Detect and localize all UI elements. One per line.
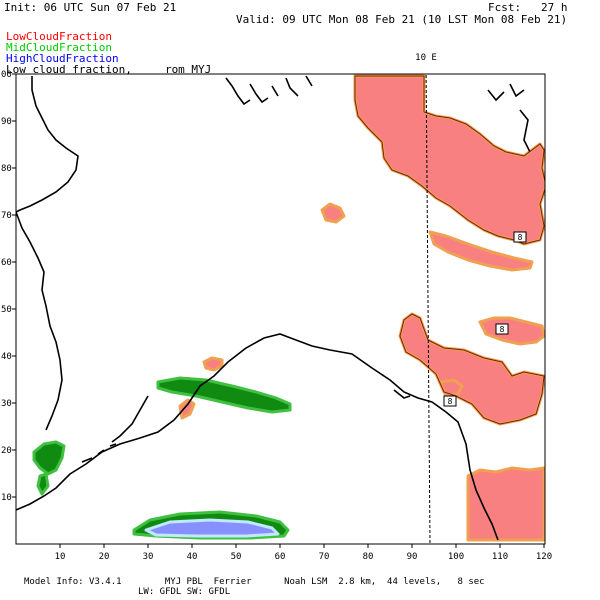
x-tick-label: 120	[536, 552, 552, 562]
y-tick-label: 40	[1, 352, 12, 362]
x-tick-label: 20	[99, 552, 110, 562]
x-tick-label: 110	[492, 552, 508, 562]
low-cloud-areas	[178, 74, 545, 542]
mid-cloud-band	[156, 376, 292, 414]
y-tick-label: 10	[1, 493, 12, 503]
contour-label-boxes: 8 8 8	[443, 231, 527, 407]
contour-box-1	[513, 231, 527, 243]
init-label: Init: 06 UTC Sun 07 Feb 21	[4, 1, 177, 14]
legend-mid-cloud: MidCloudFraction	[6, 41, 112, 54]
high-cloud-south-band	[144, 518, 280, 538]
forecast-hour-label: Fcst: 27 h	[488, 1, 568, 14]
western-coastline	[16, 211, 63, 431]
low-cloud-fragment	[438, 378, 464, 398]
x-tick-label: 80	[363, 552, 374, 562]
model-info-line: Model Info: V3.4.1 MYJ PBL Ferrier Noah …	[24, 577, 485, 587]
x-tick-label: 90	[407, 552, 418, 562]
inner-bay-coastline	[111, 395, 149, 443]
meridian-line	[425, 74, 431, 544]
coastlines	[16, 75, 531, 541]
y-tick-label: 50	[1, 305, 12, 315]
legend-note: Low cloud fraction, rom MYJ	[6, 63, 212, 76]
contour-box-2-label: 8	[500, 325, 505, 334]
y-tick-label: 80	[1, 164, 12, 174]
x-tick-label: 10	[55, 552, 66, 562]
low-cloud-small	[178, 398, 196, 420]
low-cloud-north-east	[353, 74, 545, 246]
contour-box-3-label: 8	[448, 397, 453, 406]
mid-cloud-west-tail	[36, 472, 50, 496]
legend-high-cloud: HighCloudFraction	[6, 52, 119, 65]
northern-coastline	[16, 76, 79, 213]
x-tick-label: 40	[187, 552, 198, 562]
y-tick-label: 60	[1, 258, 12, 268]
legend-low-cloud: LowCloudFraction	[6, 30, 112, 43]
x-tick-label: 50	[231, 552, 242, 562]
y-tick-label: 00	[1, 70, 12, 80]
y-tick-label: 20	[1, 446, 12, 456]
y-tick-label: 70	[1, 211, 12, 221]
contour-box-1-label: 8	[518, 233, 523, 242]
y-tick-label: 90	[1, 117, 12, 127]
mid-cloud-areas	[32, 376, 292, 540]
valid-time-label: Valid: 09 UTC Mon 08 Feb 21 (10 LST Mon …	[236, 13, 568, 26]
meridian-label: 10 E	[415, 53, 437, 63]
south-islands	[81, 443, 117, 463]
low-cloud-east-blob	[478, 316, 545, 346]
radiation-info-line: LW: GFDL SW: GFDL	[138, 587, 231, 597]
x-tick-label: 60	[275, 552, 286, 562]
north-east-islands	[487, 83, 531, 153]
low-cloud-south-east	[466, 466, 545, 542]
mid-cloud-west-patch	[32, 440, 66, 476]
low-cloud-mid-ocean	[320, 202, 346, 224]
x-tick-label: 30	[143, 552, 154, 562]
north-islands	[225, 75, 313, 106]
contour-box-2	[495, 323, 509, 335]
contour-box-3	[443, 395, 457, 407]
mainland-coastline	[16, 333, 499, 541]
y-tick-label: 30	[1, 399, 12, 409]
x-axis-ticks: 10 20 30 40 50 60 70 80 90 100 110 120	[55, 544, 552, 562]
low-cloud-outlines	[354, 75, 545, 425]
low-cloud-north-strip	[428, 230, 534, 272]
inland-border	[393, 389, 411, 399]
low-cloud-west-coast	[202, 356, 224, 372]
x-tick-label: 70	[319, 552, 330, 562]
x-tick-label: 100	[448, 552, 464, 562]
y-axis-ticks: 10 20 30 40 50 60 70 80 90 00	[1, 70, 16, 503]
high-cloud-areas	[144, 518, 280, 538]
